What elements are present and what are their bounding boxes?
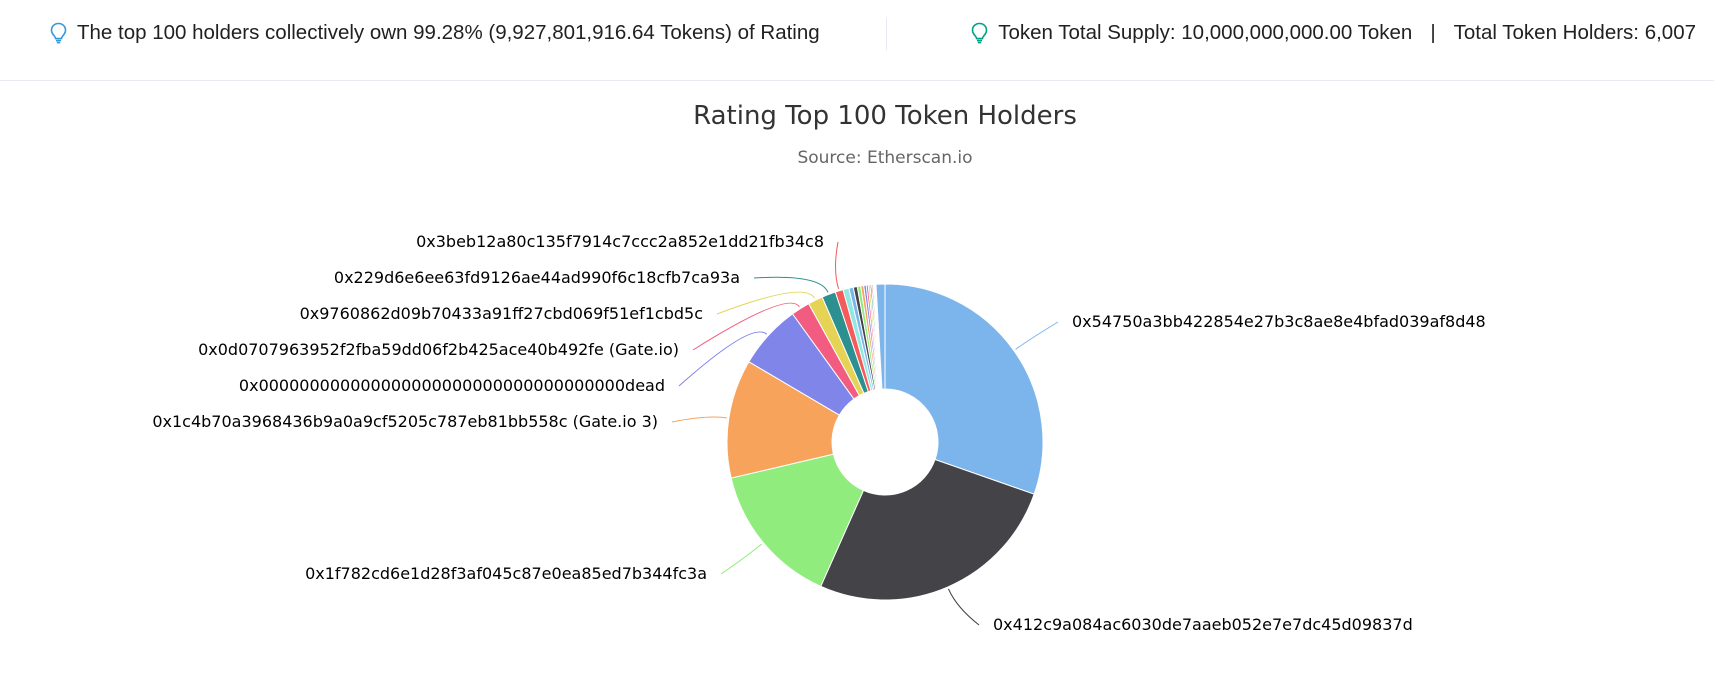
lightbulb-icon: [971, 22, 988, 44]
label-connector: [720, 543, 763, 575]
data-label: 0x000000000000000000000000000000000000de…: [239, 376, 665, 395]
data-labels: 0x54750a3bb422854e27b3c8ae8e4bfad039af8d…: [152, 232, 1485, 634]
data-label: 0x0d0707963952f2fba59dd06f2b425ace40b492…: [198, 340, 679, 359]
holders-info-bar: The top 100 holders collectively own 99.…: [0, 0, 1714, 81]
label-connector: [835, 241, 840, 290]
data-label: 0x3beb12a80c135f7914c7ccc2a852e1dd21fb34…: [416, 232, 824, 251]
label-connectors: [671, 241, 1059, 626]
label-connector: [692, 302, 800, 351]
lightbulb-icon: [50, 22, 67, 44]
chart-subtitle: Source: Etherscan.io: [797, 148, 972, 168]
label-connector: [948, 588, 980, 626]
label-connector: [753, 276, 829, 293]
label-connector: [678, 331, 768, 387]
chart-title: Rating Top 100 Token Holders: [693, 101, 1077, 131]
data-label: 0x229d6e6ee63fd9126ae44ad990f6c18cfb7ca9…: [334, 268, 740, 287]
pie-slice[interactable]: [875, 283, 886, 390]
label-connector: [671, 416, 727, 423]
top-holders-summary: The top 100 holders collectively own 99.…: [50, 21, 820, 45]
holders-pie-chart: Rating Top 100 Token Holders Source: Eth…: [152, 101, 1485, 634]
supply-info: Token Total Supply: 10,000,000,000.00 To…: [971, 21, 1696, 45]
data-label: 0x1f782cd6e1d28f3af045c87e0ea85ed7b344fc…: [305, 564, 707, 583]
pie-slice[interactable]: [884, 283, 1044, 495]
pie-slice[interactable]: [726, 361, 841, 479]
data-label: 0x1c4b70a3968436b9a0a9cf5205c787eb81bb55…: [152, 412, 658, 431]
data-label: 0x412c9a084ac6030de7aaeb052e7e7dc45d0983…: [993, 615, 1413, 634]
pie-slice[interactable]: [820, 458, 1035, 601]
summary-text: The top 100 holders collectively own 99.…: [77, 21, 820, 44]
label-connector: [1015, 321, 1059, 350]
total-holders-text: Total Token Holders: 6,007: [1453, 21, 1696, 44]
data-label: 0x54750a3bb422854e27b3c8ae8e4bfad039af8d…: [1072, 312, 1486, 331]
divider: [886, 18, 887, 50]
label-connector: [716, 291, 815, 315]
data-label: 0x9760862d09b70433a91ff27cbd069f51ef1cbd…: [300, 304, 703, 323]
total-supply-text: Token Total Supply: 10,000,000,000.00 To…: [998, 21, 1413, 44]
separator: |: [1430, 21, 1436, 44]
pie-slices: [726, 283, 1044, 601]
pie-slice[interactable]: [730, 453, 865, 588]
